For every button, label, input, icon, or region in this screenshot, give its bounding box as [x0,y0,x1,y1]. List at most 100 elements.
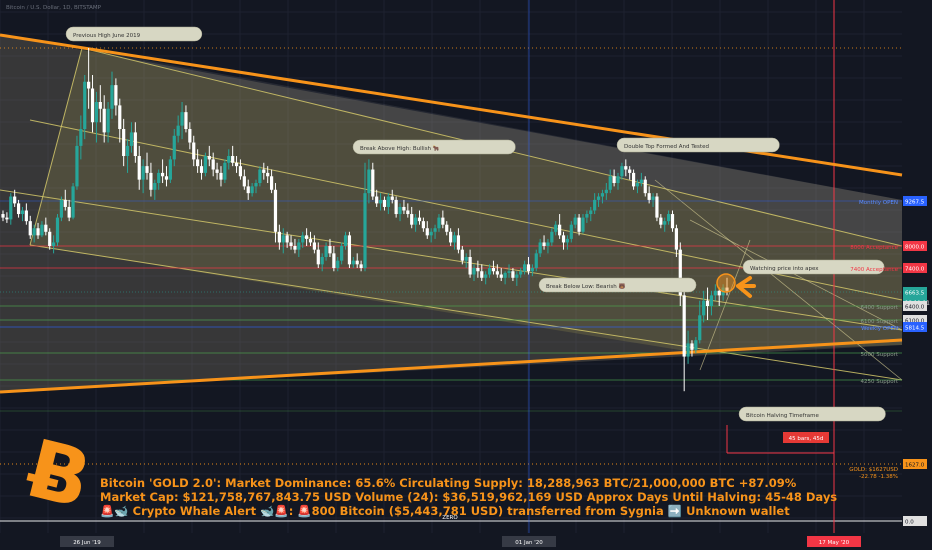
candle-body [122,129,126,157]
candle-body [36,228,40,236]
candle [172,129,176,167]
candle [698,300,702,344]
candle-body [157,172,161,184]
candle-body [522,264,527,272]
candle [612,169,616,187]
candle [71,183,75,220]
candle-body [546,242,550,246]
candle-body [449,231,453,243]
candle-body [332,253,336,268]
price-axis-background [902,0,932,550]
candle [667,210,671,225]
candle-body [378,199,383,204]
candle-body [507,271,511,273]
price-axis-label-bg [903,516,927,526]
candle [487,264,492,278]
candle [417,210,422,225]
candle [577,214,581,236]
gold-change: -22.78 -1.38% [859,474,898,480]
candle-body [367,169,371,194]
candle-body [87,81,91,89]
candle-body [133,132,137,157]
candle [705,287,710,320]
candle [499,268,503,282]
candle [137,145,141,190]
candle-body [340,246,344,261]
candle [663,217,667,232]
candle-body [219,172,223,180]
candle [620,162,624,180]
candle-body [301,235,305,243]
candle-body [480,271,484,278]
candle-body [67,206,71,218]
candle-body [495,271,499,275]
annotation-bubble [742,259,885,275]
candle [254,179,258,194]
candle-body [585,214,589,218]
candle [98,85,102,123]
candle [316,242,320,268]
candle-body [573,217,577,225]
candle [273,183,278,243]
candle-body [32,228,36,236]
price-axis-label: 6663.5 [903,287,927,297]
price-axis-label-bg [903,263,927,273]
candle [363,162,367,272]
candle [328,238,332,257]
candle [593,193,597,215]
alert-icons: 🚨🐋 [100,504,129,518]
candle-body [538,242,542,254]
annotation-text: Break Below Low: Bearish 🐻 [546,282,625,290]
candle [301,231,305,248]
candle-body [670,214,675,229]
price-axis-label-text: 6100.0 [905,319,925,325]
candle [258,166,262,187]
candle [382,196,387,211]
candle-body [316,249,320,265]
candle-body [375,196,379,204]
candle [75,135,79,190]
candle [192,135,196,167]
annotation-text: Previous High June 2019 [73,33,141,39]
level-label: ZERO [442,515,458,521]
candle-body [203,156,208,173]
candle-body [215,169,219,173]
candle-body [608,176,612,190]
candle-body [28,221,32,236]
info-line-2: Market Cap: $121,758,767,843.75 USD Volu… [100,490,838,504]
time-tick-label: 01 Jan '20 [515,540,543,546]
candle [519,268,523,278]
candle [102,95,106,143]
candle [176,115,180,143]
channel-fill [0,35,902,392]
candle-body [600,193,605,197]
candle [678,242,682,306]
price-axis-label-text: 5814.5 [905,326,925,332]
candle-body [211,159,215,170]
fib-line [29,47,83,246]
candle [655,193,659,222]
candle [371,162,375,200]
candle-body [13,196,17,204]
level-label: 7400 Acceptance [850,267,898,273]
candle-body [705,300,710,306]
candle [219,166,223,187]
annotation-break-above: Break Above High: Bullish 🐂 [352,139,516,155]
candle [250,183,254,197]
candle [600,189,605,204]
candle-body [110,85,114,109]
candle-body [468,257,472,275]
candle-body [114,85,118,106]
candle [581,214,585,234]
candle [324,242,328,261]
candle-body [184,112,188,130]
candle [52,235,56,254]
whale-alert-text: : 🚨800 Bitcoin ($5,443,781 USD) transfer… [288,504,790,518]
candle [449,228,453,246]
candle-body [305,235,309,239]
info-line-1: Bitcoin 'GOLD 2.0': Market Dominance: 65… [100,476,797,490]
candle [141,159,145,194]
candle [13,189,17,207]
